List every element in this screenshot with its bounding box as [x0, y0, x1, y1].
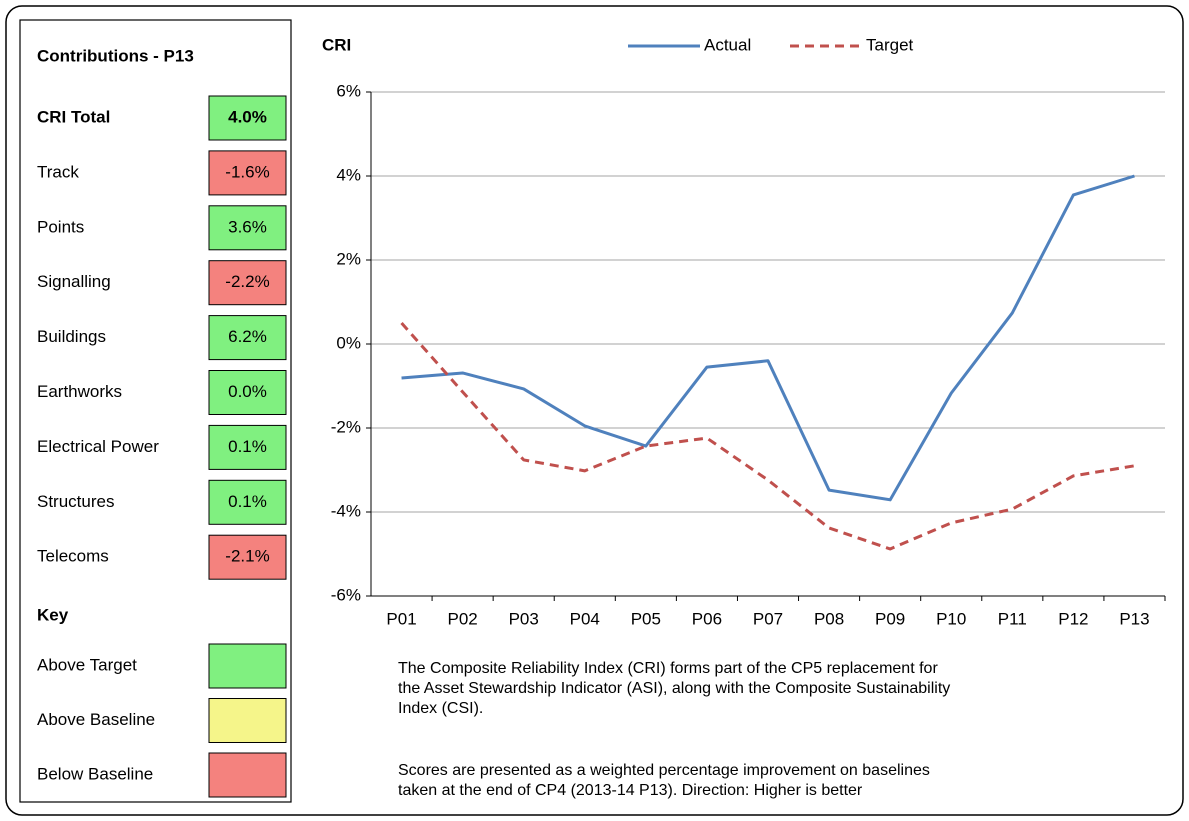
x-tick-label: P11: [998, 609, 1027, 628]
value-box: [208, 370, 287, 415]
x-tick-label: P05: [631, 609, 661, 628]
x-tick-label: P04: [570, 609, 600, 628]
key-label: Above Target: [37, 655, 137, 674]
row-label: Points: [37, 217, 84, 236]
note-line: taken at the end of CP4 (2013-14 P13). D…: [398, 782, 863, 799]
row-label: Structures: [37, 492, 114, 511]
series-line: [401, 174, 1135, 502]
note-line: the Asset Stewardship Indicator (ASI), a…: [398, 680, 950, 697]
note-line: Scores are presented as a weighted perce…: [398, 762, 930, 779]
y-tick-label: 4%: [336, 165, 361, 184]
value-box: [208, 95, 287, 141]
x-tick-label: P02: [447, 609, 477, 628]
row-value: 4.0%: [228, 107, 267, 126]
y-tick-label: -4%: [331, 501, 361, 520]
y-tick-label: 6%: [336, 81, 361, 100]
key-title: Key: [37, 605, 69, 624]
row-value: -2.1%: [225, 547, 269, 566]
row-value: -2.2%: [225, 272, 269, 291]
y-tick-label: 0%: [336, 333, 361, 352]
panel-title: Contributions - P13: [37, 46, 194, 65]
row-label: CRI Total: [37, 107, 110, 126]
row-label: Electrical Power: [37, 437, 159, 456]
x-tick-label: P01: [386, 609, 416, 628]
row-value: -1.6%: [225, 162, 269, 181]
value-box: [208, 315, 287, 361]
key-swatch: [208, 698, 287, 743]
value-box: [208, 479, 287, 525]
x-tick-label: P10: [936, 609, 966, 628]
value-box: [208, 205, 287, 251]
note-line: Index (CSI).: [398, 700, 483, 717]
row-label: Track: [37, 162, 79, 181]
row-label: Signalling: [37, 272, 111, 291]
x-tick-label: P03: [509, 609, 539, 628]
x-tick-label: P07: [753, 609, 783, 628]
key-label: Above Baseline: [37, 710, 155, 729]
key-swatch: [208, 643, 287, 689]
row-value: 0.1%: [228, 437, 267, 456]
row-label: Earthworks: [37, 382, 122, 401]
row-label: Buildings: [37, 327, 106, 346]
x-tick-label: P09: [875, 609, 905, 628]
y-tick-label: -6%: [331, 585, 361, 604]
row-value: 6.2%: [228, 327, 267, 346]
series-line: [400, 322, 1135, 551]
key-swatch: [208, 752, 287, 798]
legend-label: Actual: [704, 35, 751, 54]
value-box: [208, 260, 287, 306]
row-value: 3.6%: [228, 217, 267, 236]
note-line: The Composite Reliability Index (CRI) fo…: [398, 660, 938, 677]
row-value: 0.0%: [228, 382, 267, 401]
key-label: Below Baseline: [37, 764, 153, 783]
x-tick-label: P12: [1058, 609, 1088, 628]
value-box: [208, 150, 287, 196]
y-tick-label: -2%: [331, 417, 361, 436]
value-box: [208, 534, 287, 580]
legend-label: Target: [866, 35, 914, 54]
x-tick-label: P13: [1119, 609, 1149, 628]
value-box: [208, 424, 287, 470]
outer-frame: [5, 5, 1184, 816]
x-tick-label: P06: [692, 609, 722, 628]
y-axis-title: CRI: [322, 35, 351, 54]
y-tick-label: 2%: [336, 249, 361, 268]
row-value: 0.1%: [228, 492, 267, 511]
x-tick-label: P08: [814, 609, 844, 628]
row-label: Telecoms: [37, 547, 109, 566]
